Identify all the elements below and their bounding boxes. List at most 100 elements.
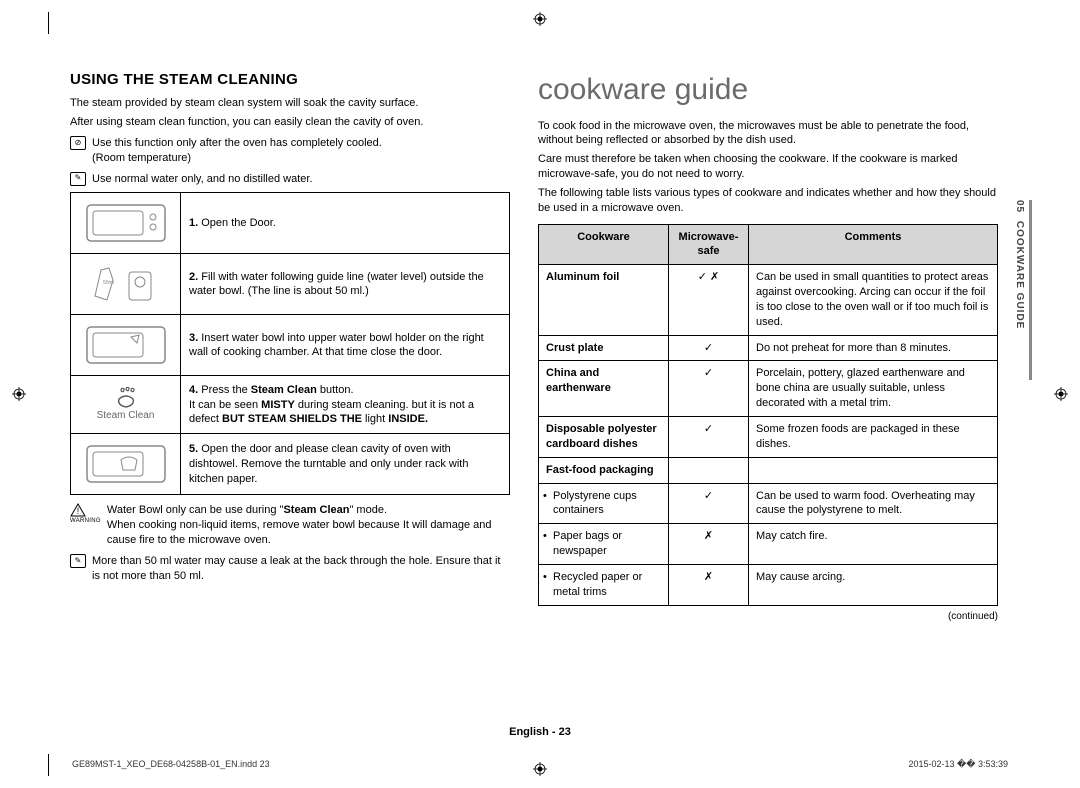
cm-china: Porcelain, pottery, glazed earthenware a… (749, 361, 998, 417)
warn-1a: Water Bowl only can be use during " (107, 504, 284, 516)
step-1-text: 1. Open the Door. (181, 193, 510, 254)
cookware-title: cookware guide (538, 70, 998, 111)
step-3-body: Insert water bowl into upper water bowl … (189, 332, 484, 359)
right-column: cookware guide To cook food in the micro… (538, 70, 998, 623)
side-text: COOKWARE GUIDE (1014, 221, 1025, 329)
cw-recycled: Recycled paper or metal trims (539, 564, 669, 605)
step-5-text: 5. Open the door and please clean cavity… (181, 434, 510, 495)
note-water: ✎ Use normal water only, and no distille… (70, 172, 510, 187)
cm-paper: May catch fire. (749, 524, 998, 565)
note-cooled: ⊘ Use this function only after the oven … (70, 136, 510, 166)
cw-fastfood: Fast-food packaging (539, 457, 669, 483)
th-comments: Comments (749, 224, 998, 265)
cm-disposable: Some frozen foods are packaged in these … (749, 417, 998, 458)
reg-mark-top (533, 12, 547, 26)
steam-clean-label: Steam Clean (97, 409, 155, 423)
step-4-l2a: It can be seen (189, 399, 261, 411)
safe-disposable: ✓ (669, 417, 749, 458)
step-4-num: 4. (189, 384, 198, 396)
safe-fastfood-blank (669, 457, 749, 483)
crop-line (48, 754, 49, 776)
step-4-b1: Steam Clean (251, 384, 317, 396)
warning-block: ! WARNING Water Bowl only can be use dur… (70, 503, 510, 548)
crop-line (48, 12, 49, 34)
cook-p2: Care must therefore be taken when choosi… (538, 152, 998, 182)
cook-p1: To cook food in the microwave oven, the … (538, 119, 998, 149)
reg-mark-right (1054, 387, 1068, 401)
safe-poly: ✓ (669, 483, 749, 524)
note-icon: ✎ (70, 172, 86, 186)
step-2-num: 2. (189, 271, 198, 283)
warn-1c: " mode. (349, 504, 387, 516)
row-china: China and earthenware ✓ Porcelain, potte… (539, 361, 998, 417)
step-3-num: 3. (189, 332, 198, 344)
cook-p3: The following table lists various types … (538, 186, 998, 216)
step-row-3: 3. Insert water bowl into upper water bo… (71, 315, 510, 376)
step-4-b4: INSIDE. (388, 413, 428, 425)
row-crust: Crust plate ✓ Do not preheat for more th… (539, 335, 998, 361)
safe-crust: ✓ (669, 335, 749, 361)
meta-filename: GE89MST-1_XEO_DE68-04258B-01_EN.indd 23 (72, 758, 270, 770)
step-2-image: 50ml (71, 254, 181, 315)
warning-label: WARNING (70, 517, 101, 525)
row-aluminum: Aluminum foil ✓ ✗ Can be used in small q… (539, 265, 998, 335)
note-cooled-sub: (Room temperature) (92, 152, 191, 164)
table-header-row: Cookware Microwave-safe Comments (539, 224, 998, 265)
safe-recycled: ✗ (669, 564, 749, 605)
note-50ml: ✎ More than 50 ml water may cause a leak… (70, 554, 510, 584)
side-num: 05 (1014, 200, 1025, 213)
page-content: USING THE STEAM CLEANING The steam provi… (70, 70, 1010, 623)
note-cooled-text: Use this function only after the oven ha… (92, 137, 382, 149)
cw-crust: Crust plate (539, 335, 669, 361)
cw-china: China and earthenware (539, 361, 669, 417)
cm-aluminum: Can be used in small quantities to prote… (749, 265, 998, 335)
cw-disposable: Disposable polyester cardboard dishes (539, 417, 669, 458)
cookware-table: Cookware Microwave-safe Comments Aluminu… (538, 224, 998, 606)
cm-fastfood-blank (749, 457, 998, 483)
step-2-body: Fill with water following guide line (wa… (189, 271, 484, 298)
step-3-text: 3. Insert water bowl into upper water bo… (181, 315, 510, 376)
step-4-m1: button. (317, 384, 354, 396)
page-footer: English - 23 (0, 725, 1080, 740)
left-column: USING THE STEAM CLEANING The steam provi… (70, 70, 510, 623)
cw-poly: Polystyrene cups containers (539, 483, 669, 524)
warning-icon: ! (70, 503, 86, 517)
side-bar (1029, 200, 1032, 380)
svg-text:50ml: 50ml (103, 280, 114, 286)
step-row-1: 1. Open the Door. (71, 193, 510, 254)
note-icon-2: ✎ (70, 554, 86, 568)
svg-text:!: ! (77, 506, 80, 516)
safe-china: ✓ (669, 361, 749, 417)
row-fastfood-header: Fast-food packaging (539, 457, 998, 483)
row-paper: Paper bags or newspaper ✗ May catch fire… (539, 524, 998, 565)
warn-1b: Steam Clean (283, 504, 349, 516)
step-row-4: Steam Clean 4. Press the Steam Clean but… (71, 376, 510, 434)
row-recycled: Recycled paper or metal trims ✗ May caus… (539, 564, 998, 605)
cm-crust: Do not preheat for more than 8 minutes. (749, 335, 998, 361)
intro-1: The steam provided by steam clean system… (70, 96, 510, 111)
row-disposable: Disposable polyester cardboard dishes ✓ … (539, 417, 998, 458)
step-row-5: 5. Open the door and please clean cavity… (71, 434, 510, 495)
warn-2: When cooking non-liquid items, remove wa… (107, 519, 492, 546)
cw-paper: Paper bags or newspaper (539, 524, 669, 565)
side-tab: 05 COOKWARE GUIDE (1013, 200, 1027, 329)
note-50ml-text: More than 50 ml water may cause a leak a… (92, 554, 510, 584)
step-1-image (71, 193, 181, 254)
reg-mark-bottom (533, 762, 547, 776)
step-4-l2c: light (362, 413, 388, 425)
step-5-num: 5. (189, 443, 198, 455)
steps-table: 1. Open the Door. 50ml 2. Fill with wate… (70, 192, 510, 495)
cm-poly: Can be used to warm food. Overheating ma… (749, 483, 998, 524)
step-4-text: 4. Press the Steam Clean button. It can … (181, 376, 510, 434)
caution-icon: ⊘ (70, 136, 86, 150)
steam-clean-icon: Steam Clean (79, 387, 172, 423)
step-5-body: Open the door and please clean cavity of… (189, 443, 468, 485)
th-safe: Microwave-safe (669, 224, 749, 265)
meta-date: 2015-02-13 �� 3:53:39 (908, 758, 1008, 770)
step-1-body: Open the Door. (201, 217, 276, 229)
safe-paper: ✗ (669, 524, 749, 565)
steam-heading: USING THE STEAM CLEANING (70, 70, 510, 90)
step-3-image (71, 315, 181, 376)
note-water-text: Use normal water only, and no distilled … (92, 172, 313, 187)
safe-aluminum: ✓ ✗ (669, 265, 749, 335)
